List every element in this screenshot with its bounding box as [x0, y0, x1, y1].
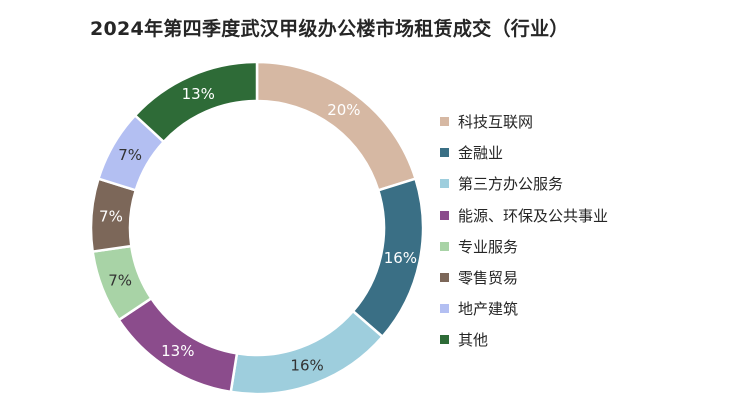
slice-label-5: 7%	[108, 271, 132, 289]
legend-label: 地产建筑	[458, 300, 519, 319]
legend-item-2: 金融业	[440, 137, 608, 168]
legend-item-4: 能源、环保及公共事业	[440, 200, 608, 231]
legend-label: 科技互联网	[458, 113, 534, 132]
legend-label: 第三方办公服务	[458, 175, 564, 194]
slice-label-1: 20%	[327, 101, 360, 119]
legend-swatch	[440, 117, 449, 127]
legend-item-8: 其他	[440, 324, 608, 355]
slice-label-4: 13%	[161, 342, 194, 360]
legend-item-6: 零售贸易	[440, 262, 608, 293]
legend-item-5: 专业服务	[440, 231, 608, 262]
legend-item-1: 科技互联网	[440, 106, 608, 137]
legend-label: 零售贸易	[458, 269, 519, 288]
chart-title: 2024年第四季度武汉甲级办公楼市场租赁成交（行业）	[90, 18, 569, 40]
legend-swatch	[440, 273, 449, 283]
donut-slice-3	[229, 309, 385, 396]
donut-slice-8	[133, 60, 259, 144]
slice-label-2: 16%	[384, 249, 417, 267]
legend-label: 金融业	[458, 144, 504, 163]
legend-label: 其他	[458, 331, 489, 350]
legend-swatch	[440, 210, 449, 220]
legend-label: 能源、环保及公共事业	[458, 206, 609, 225]
slice-label-8: 13%	[182, 85, 215, 103]
slice-label-7: 7%	[118, 146, 142, 164]
legend-label: 专业服务	[458, 237, 519, 256]
slice-label-3: 16%	[290, 357, 323, 375]
legend-swatch	[440, 148, 449, 158]
legend-item-3: 第三方办公服务	[440, 168, 608, 199]
legend: 科技互联网金融业第三方办公服务能源、环保及公共事业 专业服务零售贸易地产建筑其他	[440, 106, 608, 356]
legend-swatch	[440, 304, 449, 314]
legend-swatch	[440, 241, 449, 251]
donut-slice-1	[255, 60, 418, 192]
legend-item-7: 地产建筑	[440, 293, 608, 324]
slice-label-6: 7%	[99, 207, 123, 225]
legend-swatch	[440, 335, 449, 345]
legend-swatch	[440, 179, 449, 189]
